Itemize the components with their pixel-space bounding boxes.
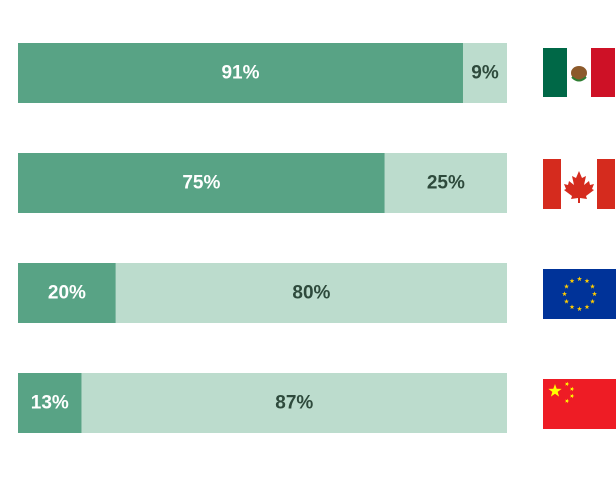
bar-segment [462, 43, 507, 103]
flag-star [570, 386, 575, 392]
flag-star [565, 398, 570, 404]
flag-star [569, 304, 575, 310]
bars: 91% 9% 75% 25% 20% 80% 13% 87% [18, 43, 508, 433]
flag-star [590, 298, 595, 304]
bar-segment [81, 373, 507, 433]
value-label: 87% [275, 393, 313, 414]
bar-segment [18, 373, 82, 433]
flag-star [565, 381, 570, 387]
flag-canada [543, 159, 615, 209]
flag-star [584, 278, 590, 284]
bar-segment [384, 153, 507, 213]
flag-eu [543, 269, 616, 319]
value-label: 13% [31, 393, 69, 414]
flag-star [577, 306, 582, 312]
flag-star [564, 283, 569, 289]
flag-star [590, 283, 595, 289]
bar-segment [18, 153, 385, 213]
flag-star [564, 298, 569, 304]
flag-star [592, 291, 597, 297]
value-label: 80% [292, 283, 330, 304]
flag-china [543, 379, 616, 429]
flag-star [569, 278, 575, 284]
flag-star [577, 276, 582, 282]
value-label: 75% [182, 173, 220, 194]
flag-star [584, 304, 590, 310]
bar-segment [115, 263, 508, 323]
value-label: 20% [48, 283, 86, 304]
flag-star [570, 393, 575, 399]
bar-segment [18, 43, 463, 103]
flag-star [548, 384, 562, 397]
value-label: 25% [427, 173, 465, 194]
flag-star [562, 291, 567, 297]
value-label: 91% [221, 63, 259, 84]
flag-mexico [543, 48, 615, 97]
value-label: 9% [471, 63, 499, 84]
bar-segment [18, 263, 116, 323]
